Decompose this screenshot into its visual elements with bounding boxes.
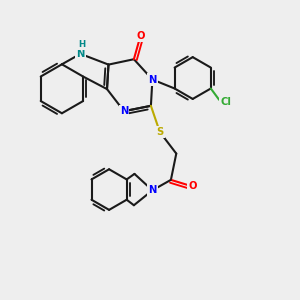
Text: N: N — [76, 49, 85, 59]
Text: N: N — [148, 74, 157, 85]
Text: O: O — [136, 31, 145, 41]
Text: N: N — [148, 185, 157, 195]
Text: N: N — [120, 106, 128, 116]
Text: Cl: Cl — [220, 97, 231, 107]
Text: O: O — [188, 182, 197, 191]
Text: S: S — [156, 127, 164, 137]
Text: H: H — [78, 40, 85, 49]
